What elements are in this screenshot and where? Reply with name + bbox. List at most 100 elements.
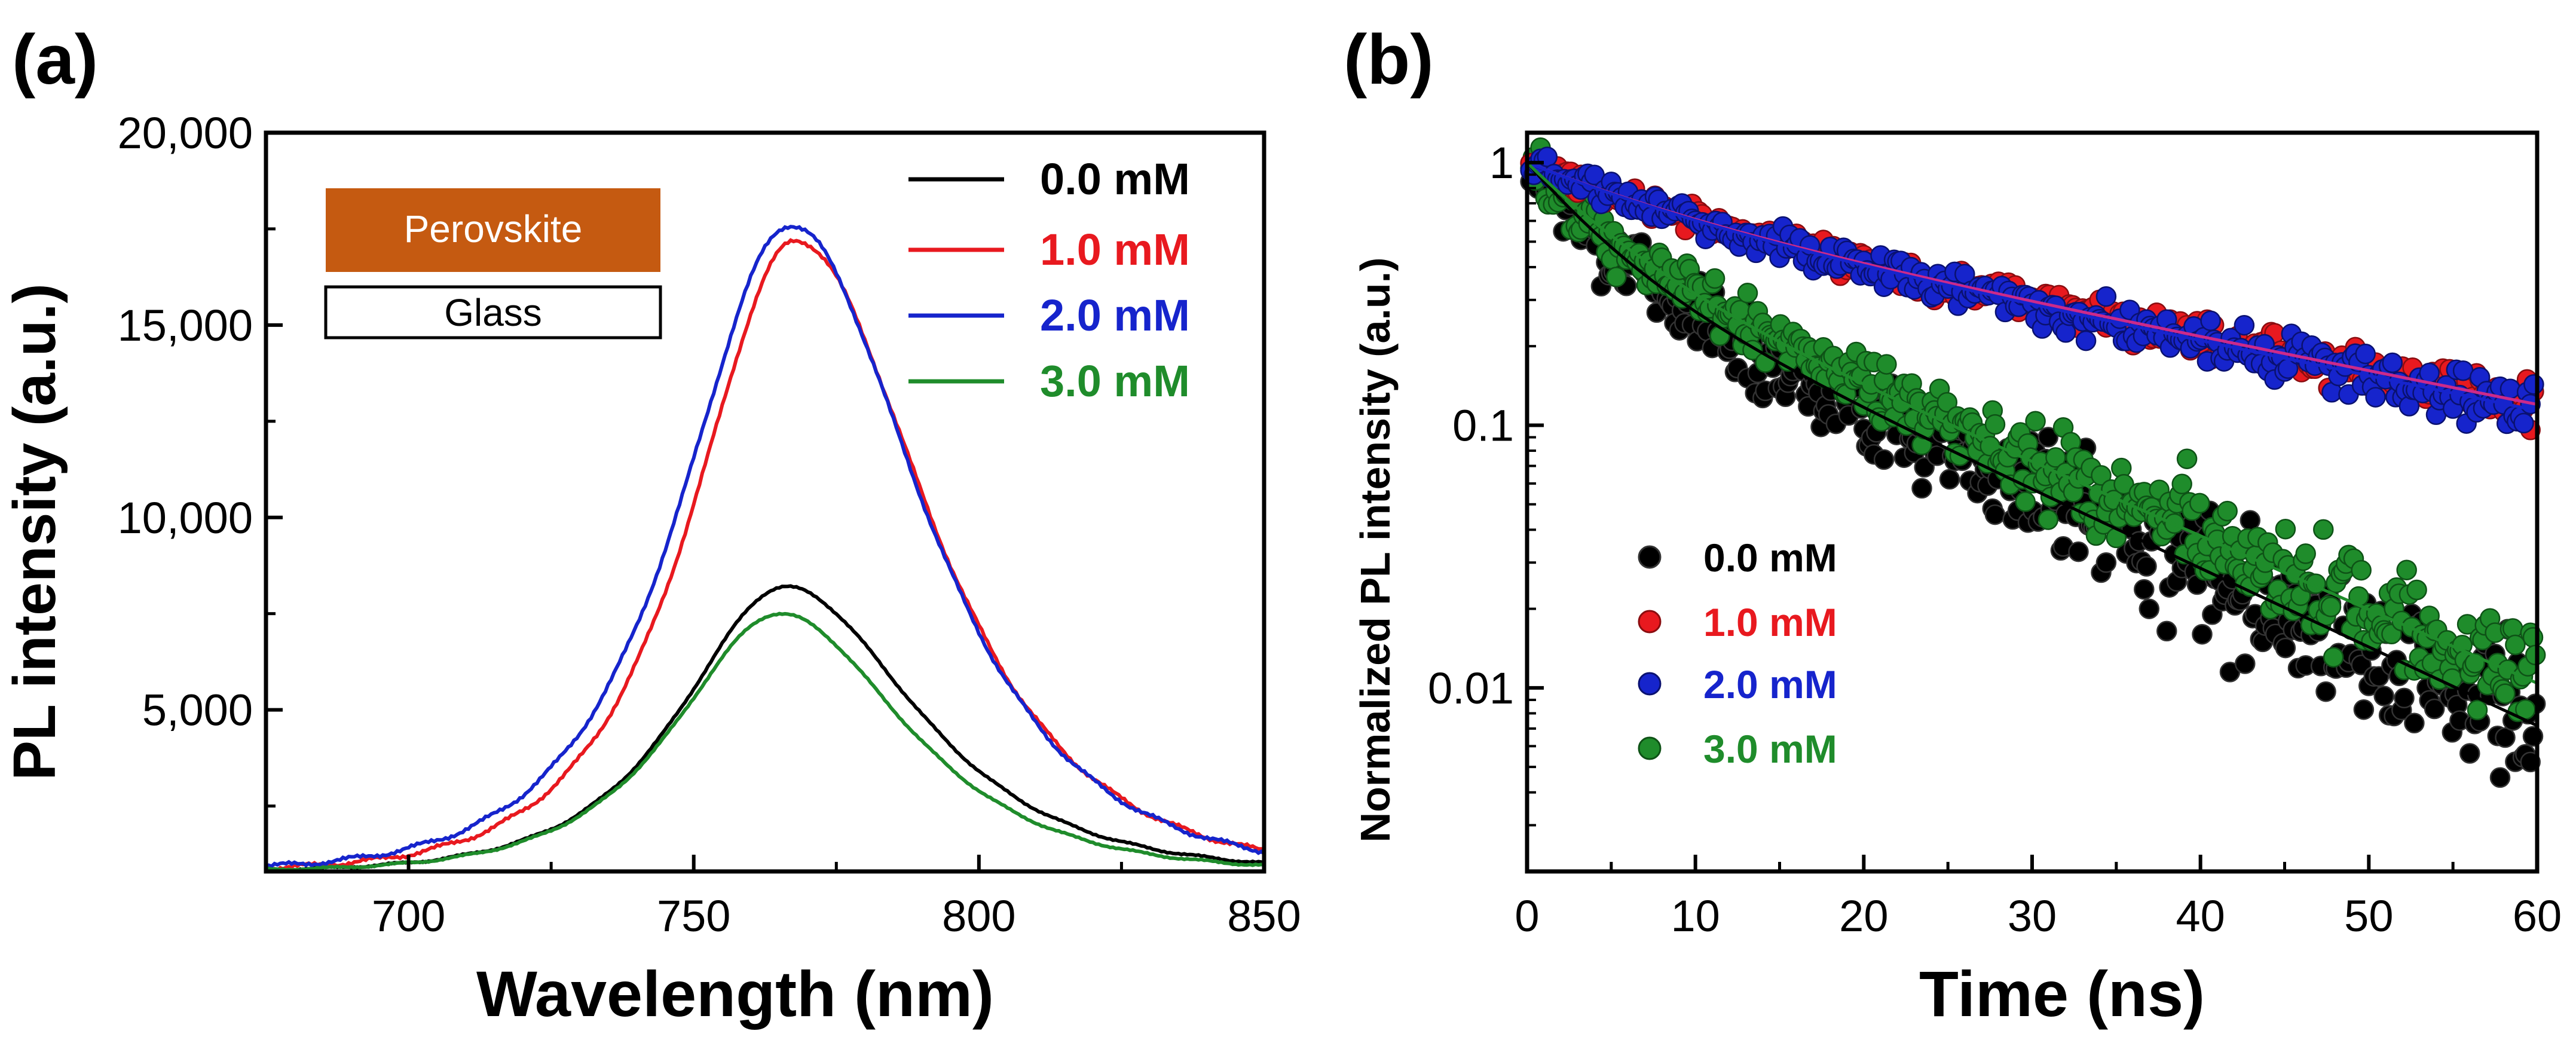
trpl-point xyxy=(2505,634,2526,656)
trpl-point xyxy=(2134,579,2155,600)
legend-b-marker-3 xyxy=(1638,736,1662,760)
legend-b-label-0: 0.0 mM xyxy=(1703,536,1837,580)
pl-curve-3 xyxy=(265,611,1265,872)
perovskite-layer-label: Perovskite xyxy=(404,207,583,250)
trpl-point xyxy=(2365,387,2386,408)
legend-a: 0.0 mM 1.0 mM 2.0 mM 3.0 mM xyxy=(908,154,1190,406)
legend-a-label-0: 0.0 mM xyxy=(1040,154,1190,204)
trpl-point xyxy=(2075,330,2097,351)
plot-frame-a xyxy=(264,130,1266,874)
y-tick-label-b: 0.01 xyxy=(1428,663,1514,713)
trpl-point xyxy=(2037,509,2059,530)
panel-b-label: (b) xyxy=(1344,20,1434,99)
trpl-point xyxy=(1984,414,2006,435)
y-tick-label-a: 5,000 xyxy=(142,686,253,735)
trpl-point xyxy=(1936,391,1958,413)
x-tick-label-b: 10 xyxy=(1671,891,1720,941)
panel-a-label: (a) xyxy=(12,20,98,99)
trpl-point xyxy=(2495,683,2516,704)
y-tick-label-a: 20,000 xyxy=(118,108,253,158)
trpl-point xyxy=(2424,698,2445,720)
trpl-point xyxy=(2217,500,2238,522)
trpl-point xyxy=(2138,598,2160,619)
trpl-point xyxy=(2176,448,2198,469)
y-tick-label-a: 15,000 xyxy=(118,301,253,350)
y-axis-title-b: Normalized PL intensity (a.u.) xyxy=(1352,258,1399,843)
trpl-point xyxy=(2275,637,2296,659)
trpl-point xyxy=(2394,687,2415,709)
y-axis-title-a: PL intensity (a.u.) xyxy=(1,283,68,781)
pl-curve-2 xyxy=(265,225,1265,869)
legend-a-label-3: 3.0 mM xyxy=(1040,356,1190,406)
panel-a: (a) Perovskite Glass 0.0 mM 1.0 mM 2.0 m… xyxy=(1,20,1301,1030)
trpl-point xyxy=(2313,519,2334,540)
trpl-point xyxy=(2025,411,2046,432)
trpl-point xyxy=(2095,552,2117,573)
x-tick-label-b: 60 xyxy=(2513,891,2562,941)
legend-b-marker-2 xyxy=(1638,672,1662,696)
trpl-fit-3 xyxy=(1526,161,2538,685)
x-tick-label-b: 30 xyxy=(2008,891,2057,941)
trpl-point xyxy=(2323,647,2344,668)
x-tick-label-b: 50 xyxy=(2344,891,2393,941)
trpl-point xyxy=(2489,767,2511,788)
x-axis-title-b: Time (ns) xyxy=(1919,958,2205,1030)
trpl-point xyxy=(2351,559,2372,581)
trpl-point xyxy=(2295,543,2316,564)
trpl-point xyxy=(2513,412,2534,434)
trpl-point xyxy=(2234,314,2255,336)
trpl-point xyxy=(2068,541,2089,562)
legend-b-marker-1 xyxy=(1638,610,1662,634)
trpl-point xyxy=(2156,620,2177,642)
trpl-point xyxy=(1939,469,1960,490)
trpl-point xyxy=(2522,627,2544,648)
trpl-point xyxy=(2467,699,2488,721)
legend-b: 0.0 mM 1.0 mM 2.0 mM 3.0 mM xyxy=(1638,536,1837,771)
pl-spectra-curves xyxy=(265,225,1266,873)
trpl-point xyxy=(2171,473,2192,495)
trpl-point xyxy=(2320,596,2342,617)
legend-a-label-2: 2.0 mM xyxy=(1040,290,1190,340)
legend-b-label-2: 2.0 mM xyxy=(1703,662,1837,706)
x-tick-label-a: 800 xyxy=(942,891,1015,941)
legend-b-marker-0 xyxy=(1638,545,1662,569)
legend-b-label-3: 3.0 mM xyxy=(1703,727,1837,771)
trpl-point xyxy=(1606,267,1627,287)
trpl-point xyxy=(2189,493,2210,514)
x-tick-label-b: 20 xyxy=(1839,891,1888,941)
trpl-point xyxy=(2382,352,2403,374)
trpl-point xyxy=(2091,465,2112,486)
trpl-point xyxy=(2396,559,2417,580)
trpl-point xyxy=(2136,556,2157,577)
panel-b: (b) 0.0 mM 1.0 mM 2.0 mM 3.0 mM 0 10 20 30 4… xyxy=(1344,20,2562,1030)
trpl-point xyxy=(1911,478,1932,499)
trpl-point xyxy=(2406,579,2427,601)
trpl-point xyxy=(2499,378,2521,399)
legend-b-label-1: 1.0 mM xyxy=(1703,600,1837,644)
trpl-point xyxy=(2275,518,2296,540)
trpl-point xyxy=(2355,343,2376,365)
x-tick-label-a: 850 xyxy=(1227,891,1301,941)
trpl-fit-curves xyxy=(1526,161,2538,727)
trpl-point xyxy=(2419,362,2440,384)
perovskite-layer xyxy=(326,188,660,272)
trpl-point xyxy=(2373,686,2394,706)
trpl-point xyxy=(2015,491,2036,512)
x-tick-label-a: 750 xyxy=(657,891,730,941)
trpl-point xyxy=(1737,283,1758,304)
y-tick-label-b: 1 xyxy=(1489,138,1514,188)
trpl-fit-2 xyxy=(1526,161,2538,412)
trpl-point xyxy=(2055,322,2076,343)
trpl-point xyxy=(2495,727,2516,748)
trpl-fit-0 xyxy=(1526,161,2538,727)
x-axis-title-a: Wavelength (nm) xyxy=(476,958,994,1030)
glass-layer-label: Glass xyxy=(444,291,542,334)
trpl-point xyxy=(1704,268,1726,289)
x-tick-label-b: 40 xyxy=(2176,891,2225,941)
trpl-point xyxy=(2315,681,2336,702)
trpl-point xyxy=(2459,743,2480,764)
trpl-point xyxy=(2353,699,2375,720)
trpl-point xyxy=(2523,374,2544,395)
sample-structure-inset: Perovskite Glass xyxy=(324,188,662,339)
trpl-point xyxy=(1876,354,1897,375)
